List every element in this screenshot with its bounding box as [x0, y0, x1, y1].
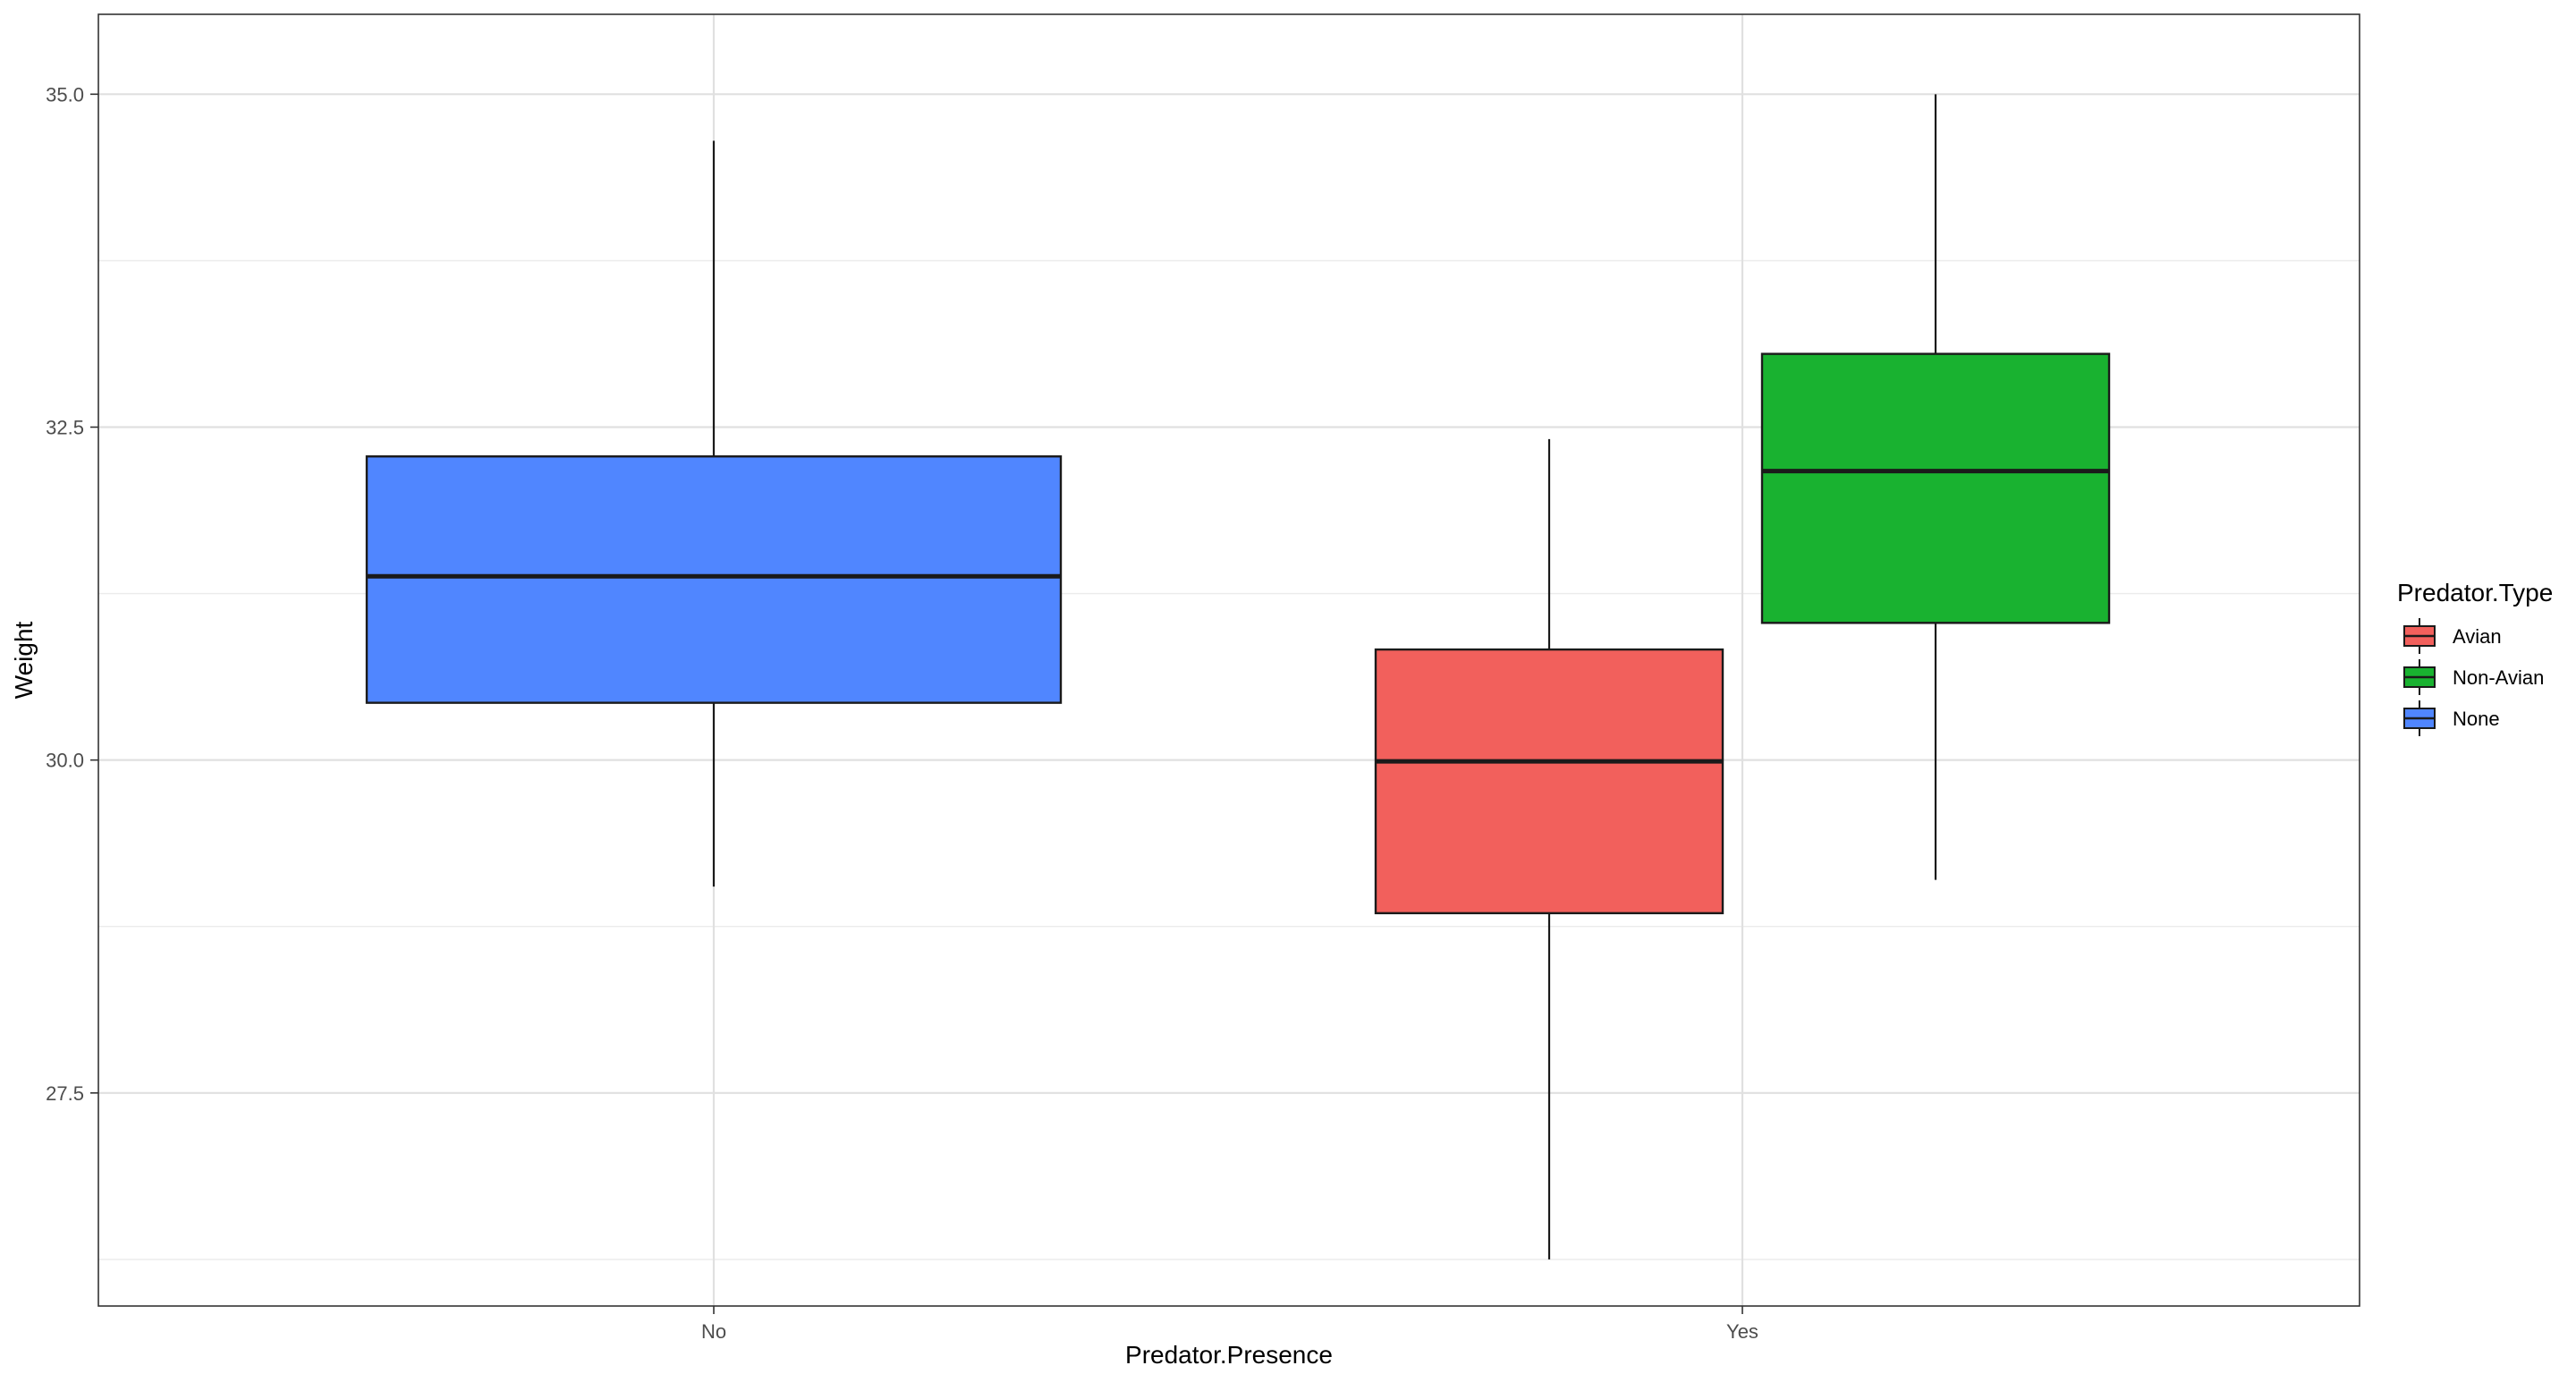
legend: Predator.Type Avian Non-Avian None [2397, 579, 2553, 736]
plot-panel-border [97, 13, 2360, 1307]
box-plots [365, 94, 2111, 1260]
box-body [365, 455, 1063, 704]
legend-label: Avian [2453, 625, 2502, 648]
y-tick-label: 27.5 [46, 1082, 84, 1105]
y-axis-title: Weight [10, 621, 38, 699]
legend-item: Avian [2403, 618, 2502, 654]
legend-item: Non-Avian [2403, 659, 2544, 695]
legend-items: Avian Non-Avian None [2403, 618, 2544, 736]
legend-label: Non-Avian [2453, 666, 2544, 689]
box-none [365, 140, 1063, 887]
x-tick-label: Yes [1726, 1320, 1758, 1343]
box-body [1374, 648, 1724, 915]
y-tick-label: 32.5 [46, 416, 84, 438]
x-axis-title: Predator.Presence [1125, 1341, 1333, 1369]
box-body [1760, 352, 2111, 624]
legend-label: None [2453, 708, 2500, 730]
legend-title: Predator.Type [2397, 579, 2553, 606]
box-avian [1374, 438, 1724, 1260]
x-tick-label: No [701, 1320, 726, 1343]
y-tick-label: 35.0 [46, 83, 84, 106]
y-tick-label: 30.0 [46, 750, 84, 772]
box-non-avian [1760, 94, 2111, 880]
legend-item: None [2403, 700, 2500, 736]
axes: 27.5 30.0 32.5 35.0 No Yes [46, 83, 1758, 1343]
